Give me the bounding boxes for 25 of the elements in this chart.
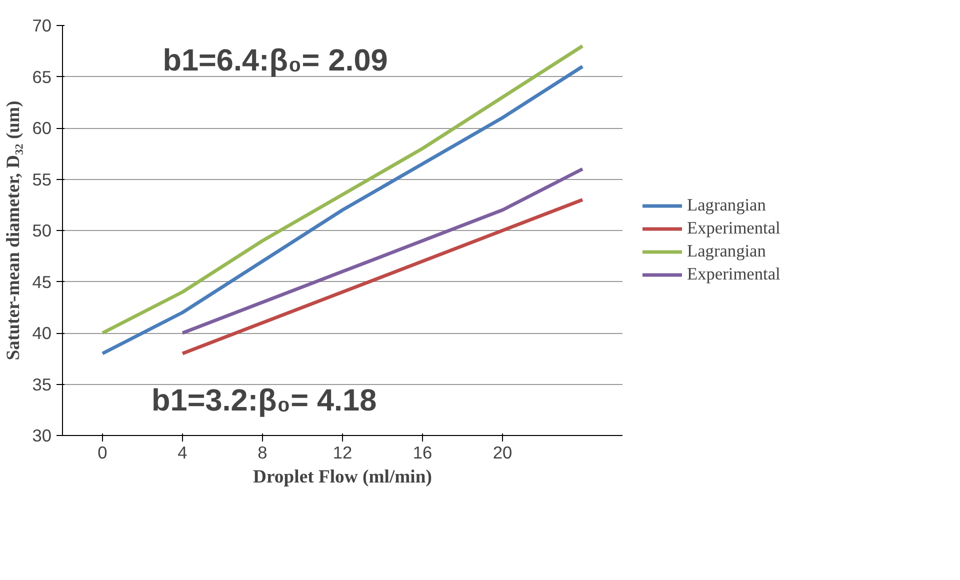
y-tick-label: 45 bbox=[32, 272, 52, 292]
legend-label: Lagrangian bbox=[687, 242, 766, 262]
x-tick-label: 16 bbox=[412, 442, 432, 462]
y-tick-label: 65 bbox=[32, 66, 52, 87]
y-tick-label: 50 bbox=[32, 220, 52, 240]
x-tick-label: 12 bbox=[332, 442, 352, 462]
line-series bbox=[180, 167, 584, 335]
x-axis-title: Droplet Flow (ml/min) bbox=[253, 466, 432, 488]
x-tick-label: 0 bbox=[98, 442, 108, 462]
x-tick-label: 8 bbox=[258, 442, 268, 462]
y-tick-label: 60 bbox=[32, 118, 52, 138]
y-tick-label: 35 bbox=[32, 374, 52, 394]
legend-label: Experimental bbox=[687, 218, 780, 238]
legend-label: Lagrangian bbox=[687, 196, 766, 216]
legend-label: Experimental bbox=[687, 264, 780, 284]
y-tick-label: 55 bbox=[32, 169, 52, 190]
annotation: b1=6.4:β₀= 2.09 bbox=[162, 43, 388, 78]
y-tick-label: 30 bbox=[32, 426, 52, 446]
line-series bbox=[180, 198, 584, 356]
annotation: b1=3.2:β₀= 4.18 bbox=[152, 384, 377, 418]
y-tick-label: 40 bbox=[32, 323, 52, 343]
y-axis-title: Satuter-mean diameter, D₃₂ (um) bbox=[3, 100, 24, 360]
y-tick-label: 70 bbox=[32, 16, 52, 36]
x-tick-label: 4 bbox=[178, 442, 188, 462]
x-tick-label: 20 bbox=[492, 442, 512, 462]
